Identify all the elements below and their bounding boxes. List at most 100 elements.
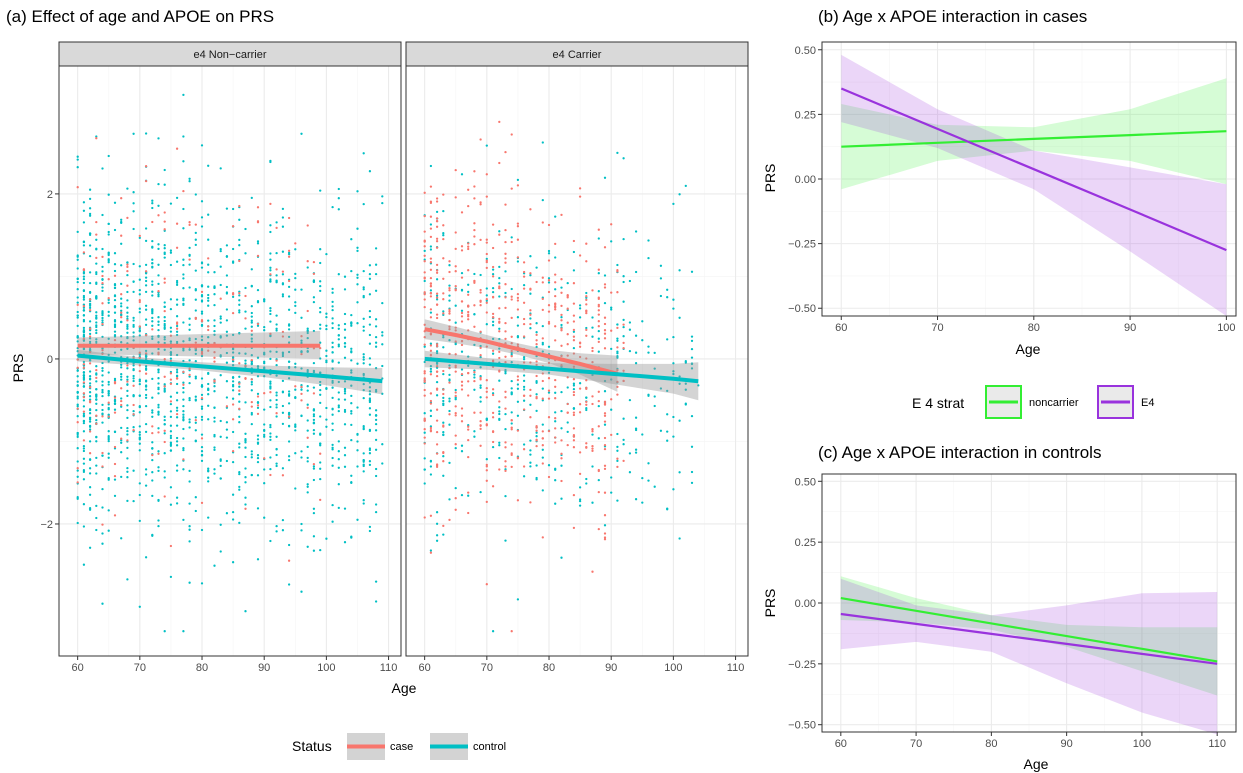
data-point-control [256,456,260,460]
data-point-control [88,304,92,307]
data-point-control [368,390,372,393]
data-point-control [287,411,291,415]
data-point-control [281,422,285,426]
data-point-case [498,120,501,124]
data-point-control [82,469,86,472]
data-point-case [566,402,569,406]
legend-label-noncarrier: noncarrier [1029,397,1079,409]
data-point-case [585,260,588,263]
data-point-case [231,311,235,315]
data-point-control [88,302,92,306]
data-point-control [622,300,625,303]
data-point-control [697,384,700,387]
data-point-control [244,401,247,404]
data-point-control [188,180,191,183]
data-point-control [275,394,278,397]
data-point-control [144,263,148,267]
data-point-control [554,256,557,259]
data-point-control [151,377,154,381]
data-point-control [350,369,353,372]
data-point-control [294,272,297,276]
data-point-control [362,325,365,328]
data-point-control [151,290,154,293]
data-point-case [603,400,607,403]
data-point-control [306,456,309,460]
data-point-control [126,378,129,381]
data-point-control [219,523,222,526]
data-point-control [76,395,79,398]
data-point-control [126,306,129,309]
chart-c-title: (c) Age x APOE interaction in controls [818,443,1101,462]
data-point-case [454,326,457,329]
data-point-control [175,440,179,443]
data-point-case [535,343,538,346]
data-point-control [368,407,372,410]
data-point-case [560,354,563,358]
data-point-control [113,323,117,326]
data-point-control [300,351,303,354]
data-point-case [491,312,495,316]
data-point-control [269,357,272,361]
data-point-control [244,503,247,506]
data-point-control [132,202,135,205]
chart-c-xlabel: Age [1024,756,1049,772]
data-point-case [231,293,235,296]
data-point-case [442,312,445,315]
data-point-case [312,392,316,395]
data-point-control [188,328,191,331]
data-point-case [597,313,600,316]
data-point-control [269,320,272,323]
data-point-control [547,464,551,467]
data-point-case [448,308,451,311]
data-point-case [423,394,426,397]
data-point-case [435,343,439,346]
data-point-control [510,393,513,396]
data-point-control [244,441,247,444]
data-point-control [76,166,79,169]
data-point-control [188,177,191,180]
data-point-control [200,445,204,449]
data-point-case [572,314,576,317]
data-point-control [244,310,247,313]
data-point-case [516,238,520,241]
data-point-case [175,377,179,380]
data-point-control [343,507,347,510]
data-point-control [429,248,433,251]
data-point-control [169,395,173,398]
data-point-control [188,359,191,362]
data-point-case [516,457,520,460]
data-point-control [460,173,464,176]
data-point-control [107,389,110,393]
data-point-case [454,411,457,415]
data-point-control [231,295,235,299]
data-point-control [362,426,365,430]
data-point-control [144,380,148,383]
data-point-control [429,364,433,368]
data-point-control [132,368,135,372]
data-point-control [163,168,166,172]
data-point-case [585,442,588,445]
data-point-control [163,183,166,186]
data-point-control [88,486,92,489]
data-point-control [157,519,160,522]
data-point-case [479,203,482,206]
data-point-control [207,382,210,386]
data-point-control [107,154,110,158]
data-point-control [244,476,247,479]
data-point-case [163,211,166,214]
data-point-case [82,392,86,395]
data-point-control [498,412,501,416]
data-point-case [454,289,457,292]
data-point-control [281,354,285,358]
data-point-case [498,307,501,310]
data-point-control [672,372,675,376]
data-point-case [138,325,141,328]
data-point-case [256,404,260,407]
data-point-case [82,268,86,271]
data-point-case [213,360,216,363]
data-point-case [275,226,278,230]
data-point-control [547,391,551,394]
data-point-case [554,308,557,311]
data-point-control [269,405,272,409]
data-point-control [350,394,353,398]
